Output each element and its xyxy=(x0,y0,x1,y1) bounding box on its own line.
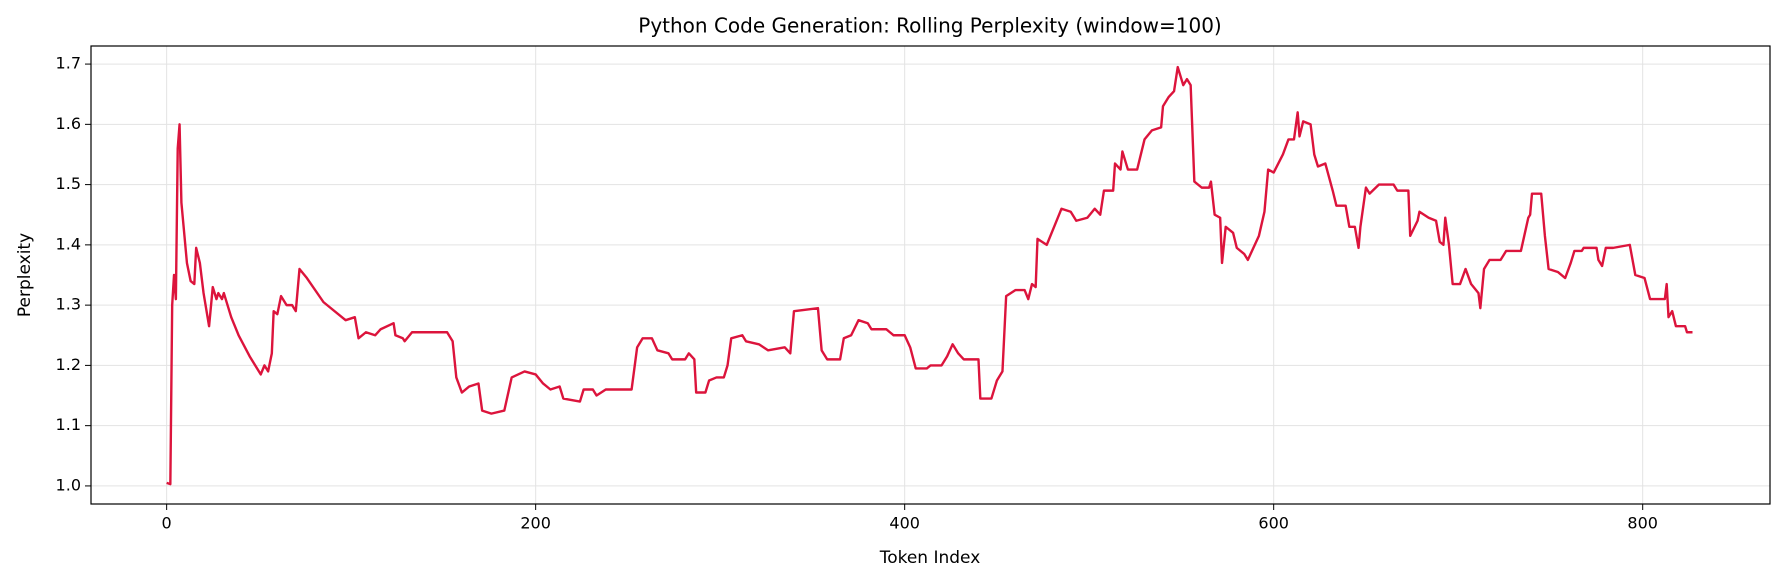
x-axis-label: Token Index xyxy=(879,548,981,568)
x-tick-label: 800 xyxy=(1627,514,1658,533)
y-tick-label: 1.0 xyxy=(56,475,81,494)
y-axis-label: Perplexity xyxy=(15,233,35,317)
plot-frame xyxy=(90,45,1771,505)
y-tick-label: 1.6 xyxy=(56,114,81,133)
x-tick-label: 0 xyxy=(162,514,172,533)
y-tick-label: 1.7 xyxy=(56,54,81,73)
y-tick-label: 1.2 xyxy=(56,355,81,374)
chart-title: Python Code Generation: Rolling Perplexi… xyxy=(638,14,1221,38)
x-tick-label: 400 xyxy=(889,514,920,533)
data-line xyxy=(166,65,1693,486)
y-tick-label: 1.4 xyxy=(56,234,81,253)
x-tick-label: 200 xyxy=(520,514,551,533)
x-tick-label: 600 xyxy=(1258,514,1289,533)
y-tick-label: 1.1 xyxy=(56,415,81,434)
y-tick-label: 1.5 xyxy=(56,174,81,193)
y-tick-label: 1.3 xyxy=(56,295,81,314)
